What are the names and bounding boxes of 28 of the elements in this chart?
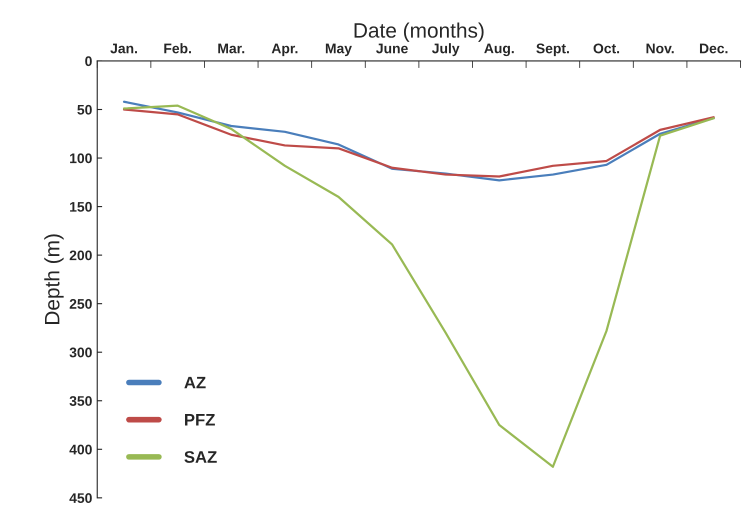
x-tick-label: Aug. xyxy=(484,44,514,56)
x-tick-label: Jan. xyxy=(110,44,137,54)
y-tick-label: 200 xyxy=(70,250,92,260)
x-tick-label: Feb. xyxy=(164,43,191,54)
y-tick-label: 400 xyxy=(69,444,92,454)
y-tick-label: 100 xyxy=(70,153,92,164)
x-tick-label: Mar. xyxy=(218,44,244,54)
y-tick-label: 0 xyxy=(85,56,92,66)
legend-label: PFZ xyxy=(185,414,215,426)
y-axis-title: Depth (m) xyxy=(44,234,64,324)
line-series xyxy=(122,104,715,468)
x-tick-label: Oct. xyxy=(594,44,620,54)
y-tick-label: 150 xyxy=(70,202,92,212)
legend-label: AZ xyxy=(184,376,206,388)
y-tick-label: 300 xyxy=(70,348,92,358)
x-tick-label: May xyxy=(326,44,352,56)
x-tick-label: Dec. xyxy=(700,44,728,54)
y-tick-label: 350 xyxy=(70,396,92,406)
y-tick-label: 250 xyxy=(70,299,92,309)
x-tick-label: July xyxy=(432,43,460,56)
x-tick-label: Apr. xyxy=(272,44,298,56)
x-tick-label: Nov. xyxy=(646,44,674,54)
y-tick-label: 450 xyxy=(69,493,92,504)
x-tick-label: Sept. xyxy=(536,44,569,56)
x-tick-label: June xyxy=(376,44,408,54)
y-tick-label: 50 xyxy=(77,104,92,115)
x-axis-title: Date (months) xyxy=(354,22,484,42)
legend-label: SAZ xyxy=(184,451,217,463)
